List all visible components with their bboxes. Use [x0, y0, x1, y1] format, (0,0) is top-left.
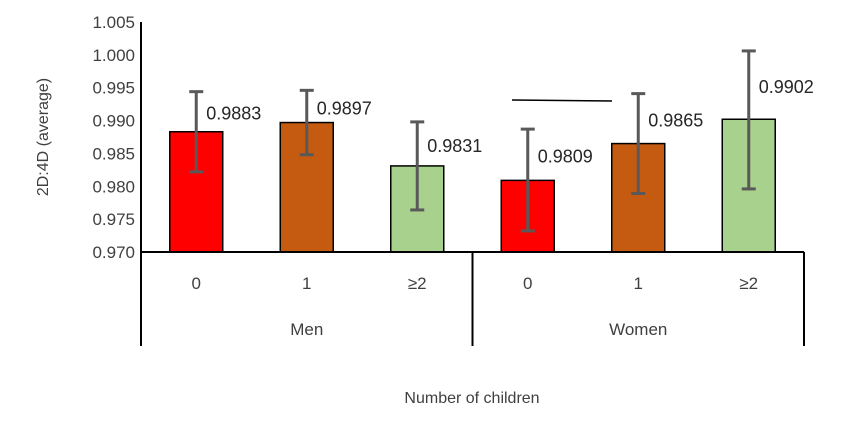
data-label: 0.9809 — [538, 147, 593, 167]
category-label: 1 — [302, 274, 311, 293]
error-bar — [189, 90, 204, 174]
category-label: 0 — [192, 274, 201, 293]
y-tick-label: 1.005 — [92, 13, 135, 32]
category-label: ≥2 — [408, 274, 427, 293]
category-label: ≥2 — [739, 274, 758, 293]
group-label-men: Men — [290, 320, 323, 339]
error-bar — [520, 127, 535, 233]
y-tick-label: 0.980 — [92, 177, 135, 196]
data-label: 0.9902 — [759, 77, 814, 97]
error-bar — [410, 120, 425, 212]
category-label: 0 — [523, 274, 532, 293]
axes — [140, 22, 805, 346]
data-label: 0.9897 — [317, 98, 372, 118]
error-bar — [631, 92, 646, 196]
category-label: 1 — [634, 274, 643, 293]
y-tick-label: 0.995 — [92, 79, 135, 98]
error-bar — [741, 49, 756, 191]
data-labels: 0.9883 0.9897 0.9831 0.9809 0.9865 0.9902 — [206, 77, 814, 167]
data-label: 0.9831 — [427, 136, 482, 156]
data-label: 0.9883 — [206, 104, 261, 124]
data-label: 0.9865 — [648, 111, 703, 131]
y-axis-ticks: 0.970 0.975 0.980 0.985 0.990 0.995 1.000 1.005 — [92, 13, 135, 262]
x-axis-title: Number of children — [404, 390, 539, 407]
group-labels: Men Women — [290, 320, 667, 339]
group-label-women: Women — [609, 320, 667, 339]
y-tick-label: 0.970 — [92, 243, 135, 262]
category-labels: 0 1 ≥2 0 1 ≥2 — [192, 274, 759, 293]
error-bar — [299, 88, 314, 157]
stray-line — [511, 99, 613, 102]
y-tick-label: 0.990 — [92, 112, 135, 131]
y-tick-label: 0.985 — [92, 144, 135, 163]
y-tick-label: 0.975 — [92, 210, 135, 229]
error-bars — [189, 49, 756, 233]
y-axis-title: 2D:4D (average) — [35, 78, 52, 196]
y-tick-label: 1.000 — [92, 46, 135, 65]
